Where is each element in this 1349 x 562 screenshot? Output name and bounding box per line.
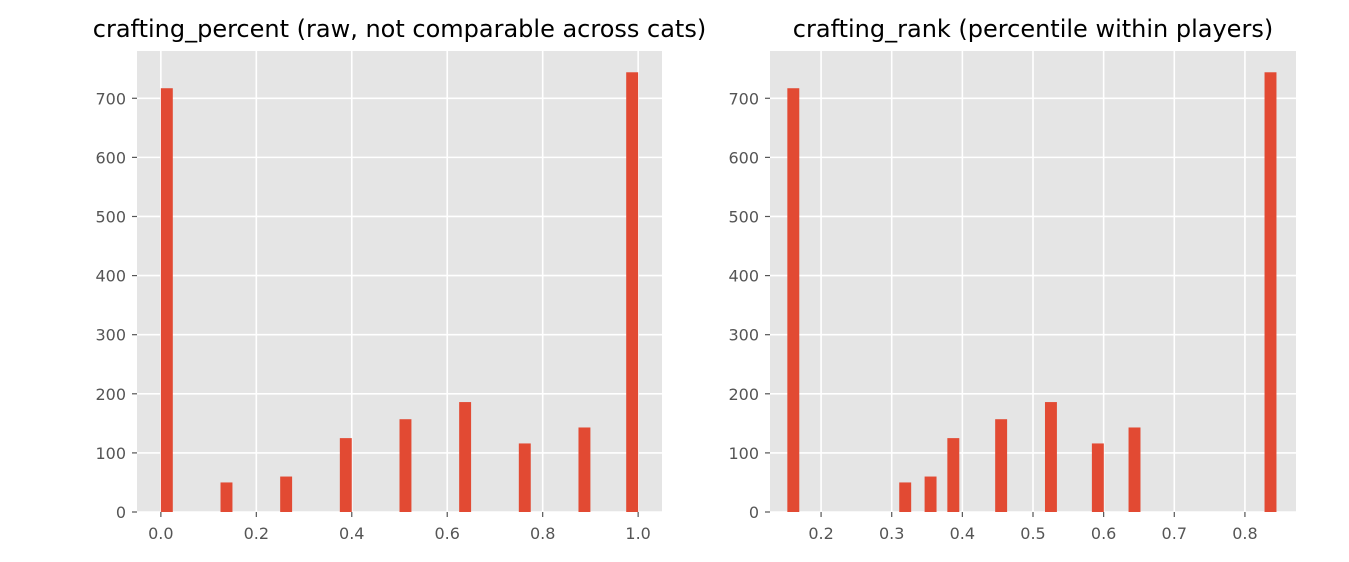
x-tick-label: 0.2 xyxy=(244,524,269,543)
crafting-percent-panel: 0.0 0.2 0.4 0.6 0.8 1.0 0 100 200 300 400 500 600 700… xyxy=(93,15,706,543)
crafting-rank-panel: 0.2 0.3 0.4 0.5 0.6 0.7 0.8 0 100 200 300 400 500 600… xyxy=(728,15,1296,543)
y-tick-label: 300 xyxy=(728,326,759,345)
y-tick-label: 0 xyxy=(116,503,126,522)
x-tick-label: 0.4 xyxy=(950,524,975,543)
x-tick-label: 0.3 xyxy=(879,524,904,543)
histogram-bar xyxy=(995,419,1008,512)
x-tick-label: 0.6 xyxy=(1091,524,1116,543)
x-tick-label: 0.8 xyxy=(530,524,555,543)
x-tick-label: 0.0 xyxy=(148,524,173,543)
x-tick-label: 0.8 xyxy=(1232,524,1257,543)
y-tick-label: 500 xyxy=(95,207,126,226)
x-tick-label: 0.7 xyxy=(1162,524,1187,543)
y-tick-label: 200 xyxy=(728,385,759,404)
histogram-bar xyxy=(924,476,937,512)
x-tick-label: 1.0 xyxy=(625,524,650,543)
y-tick-label: 700 xyxy=(95,89,126,108)
y-tick-label: 100 xyxy=(728,444,759,463)
chart-title: crafting_rank (percentile within players… xyxy=(793,15,1273,43)
y-tick-label: 100 xyxy=(95,444,126,463)
histogram-bar xyxy=(220,482,233,512)
histogram-bar xyxy=(578,427,591,512)
histogram-bar xyxy=(459,402,472,512)
histogram-bar xyxy=(280,476,293,512)
x-tick-label: 0.4 xyxy=(339,524,364,543)
histogram-bar xyxy=(626,72,639,513)
y-tick-label: 600 xyxy=(728,148,759,167)
histogram-bar xyxy=(947,438,960,512)
histogram-bar xyxy=(339,438,352,512)
histogram-bar xyxy=(899,482,912,512)
y-tick-label: 400 xyxy=(728,267,759,286)
histogram-bar xyxy=(1044,402,1057,512)
x-tick-label: 0.2 xyxy=(808,524,833,543)
histogram-bar xyxy=(1128,427,1141,512)
chart-title: crafting_percent (raw, not comparable ac… xyxy=(93,15,706,43)
histogram-bar xyxy=(1264,72,1277,513)
histogram-bar xyxy=(399,419,412,512)
y-tick-label: 200 xyxy=(95,385,126,404)
y-tick-label: 700 xyxy=(728,89,759,108)
histogram-bar xyxy=(518,443,531,512)
histogram-bar xyxy=(1091,443,1104,512)
y-tick-label: 500 xyxy=(728,207,759,226)
x-tick-label: 0.5 xyxy=(1020,524,1045,543)
histogram-bar xyxy=(160,88,173,512)
histogram-bar xyxy=(787,88,800,512)
x-tick-label: 0.6 xyxy=(435,524,460,543)
y-tick-label: 0 xyxy=(749,503,759,522)
y-tick-label: 400 xyxy=(95,267,126,286)
y-tick-label: 600 xyxy=(95,148,126,167)
y-tick-label: 300 xyxy=(95,326,126,345)
